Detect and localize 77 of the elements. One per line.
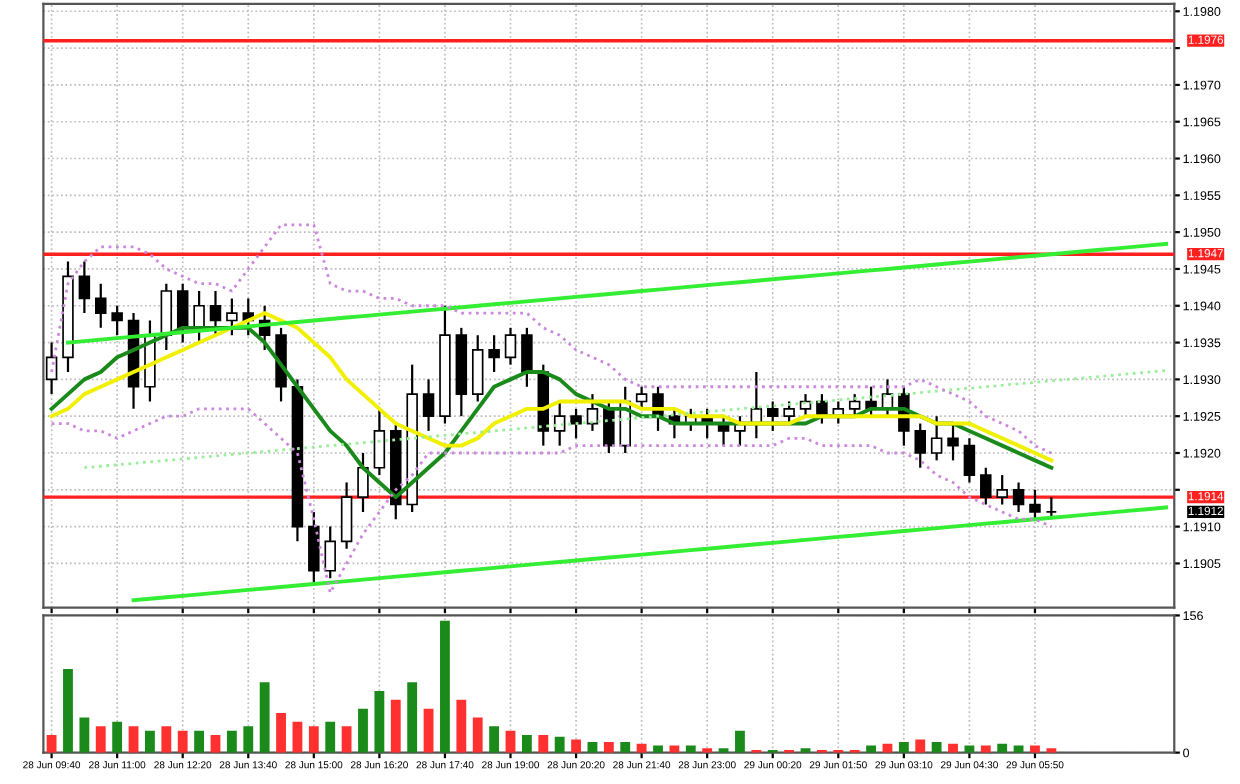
candlestick [930,415,943,462]
bar [308,726,319,753]
bar [341,726,352,753]
bar [521,735,532,753]
candlestick [1029,488,1041,521]
bar [243,726,254,753]
bar [620,742,631,753]
bar [538,735,549,753]
line-series [49,311,1054,463]
candlestick [308,510,320,587]
candlestick [209,289,222,337]
line-series [131,505,1169,603]
candlestick [783,400,795,425]
bar [145,730,155,753]
bar [325,721,336,753]
bar [472,717,483,753]
bar [948,743,958,753]
candlestick [340,481,353,550]
bar [735,730,745,753]
bar [128,726,139,753]
candlestick [357,451,369,513]
bar [374,691,385,753]
bar [358,708,368,753]
candlestick [848,392,861,418]
candlestick [914,422,926,469]
bar [636,743,647,753]
candlestick [996,473,1008,506]
candlestick [488,334,500,374]
bar [997,743,1008,753]
line-series [66,241,1169,345]
bar [571,739,581,753]
candlestick [78,260,91,315]
candlestick [521,326,533,388]
bar [63,669,73,753]
candlestick [324,525,336,580]
bar [226,730,237,753]
candlestick [635,385,648,410]
candlestick [45,341,58,396]
bar [931,742,942,753]
line-series [82,369,1168,470]
bar [456,699,467,753]
candlestick [603,400,615,455]
bar [194,730,205,753]
candlestick [176,282,189,344]
candlestick [553,400,566,447]
bar [407,682,418,753]
bar [440,620,450,753]
bar [95,726,106,753]
candlestick [373,407,386,477]
candlestick [193,289,205,344]
candlestick [422,378,435,433]
bar [915,739,926,753]
candlestick [586,392,599,433]
candlestick [95,282,107,329]
candlestick [504,326,517,366]
candlestick [947,422,959,462]
bar [423,708,434,753]
candlestick [471,334,484,403]
candlestick [1012,481,1025,513]
bar [161,726,172,753]
bar [112,721,123,753]
bar [489,726,500,753]
candlestick [111,304,123,337]
bar [177,730,188,753]
bar [390,699,401,753]
bar [46,735,57,753]
candlestick [226,297,238,337]
bar [898,742,909,753]
bar [554,736,565,753]
candlestick [980,466,992,506]
candlestick [766,400,779,433]
bar [79,717,90,753]
candlestick [963,437,976,484]
candlestick [570,407,582,440]
bar [259,682,270,753]
bar [276,713,286,753]
bar [603,742,614,753]
